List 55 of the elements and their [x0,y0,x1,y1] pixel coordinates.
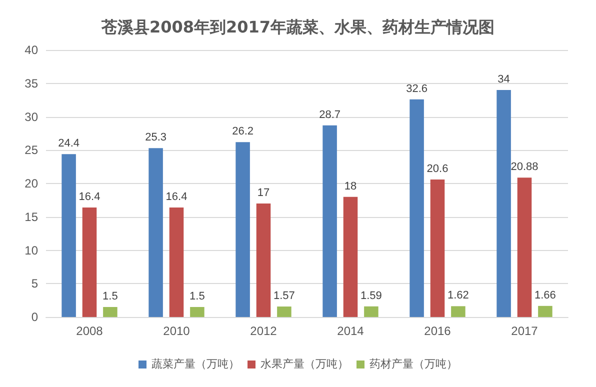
bar [538,306,552,317]
bar [343,196,358,317]
data-label: 16.4 [78,191,100,204]
data-label: 25.3 [145,132,167,144]
bar [496,90,511,317]
y-tick-label: 35 [24,76,38,90]
data-label: 1.5 [190,290,205,302]
bar [430,179,445,317]
bar [190,306,204,317]
y-tick-label: 30 [24,110,38,124]
bar [451,306,466,317]
x-tick-label: 2010 [163,324,190,338]
data-label: 17 [257,187,270,200]
data-label: 28.7 [319,108,341,121]
bar [148,148,163,317]
data-label: 32.6 [406,82,428,95]
legend-label: 蔬菜产量（万吨） [152,358,240,370]
y-tick-label: 0 [31,310,38,324]
legend-label: 药材产量（万吨） [370,358,458,370]
bar [277,306,292,317]
data-label: 1.66 [534,289,556,302]
y-tick-label: 20 [24,176,38,190]
bar [322,125,337,317]
legend-label: 水果产量（万吨） [260,358,348,370]
bar [236,142,250,317]
bar [169,208,184,317]
y-tick-label: 10 [24,243,38,258]
bar [517,178,532,317]
y-tick-label: 40 [24,43,38,57]
data-label: 1.62 [447,290,469,302]
data-label: 1.57 [273,290,295,302]
bar [256,204,271,317]
bar [62,154,76,317]
data-label: 16.4 [166,191,188,204]
bar [103,306,118,317]
x-tick-label: 2017 [511,324,538,338]
bar [82,208,97,317]
data-label: 26.2 [232,126,254,138]
x-tick-label: 2014 [337,324,364,338]
bar [364,306,378,317]
data-label: 34 [498,74,510,86]
y-tick-label: 15 [24,210,38,224]
x-tick-label: 2012 [250,324,278,338]
x-tick-label: 2016 [424,324,452,338]
y-tick-label: 25 [24,143,38,158]
data-label: 24.4 [58,138,80,150]
bar [410,99,424,317]
data-label: 1.59 [360,290,382,302]
data-label: 18 [344,180,357,192]
chart-title: 苍溪县2008年到2017年蔬菜、水果、药材生产情况图 [100,18,495,36]
data-label: 20.88 [510,161,538,174]
data-label: 1.5 [102,290,118,302]
data-label: 20.6 [426,162,448,175]
y-tick-label: 5 [31,276,38,291]
x-tick-label: 2008 [76,324,104,338]
